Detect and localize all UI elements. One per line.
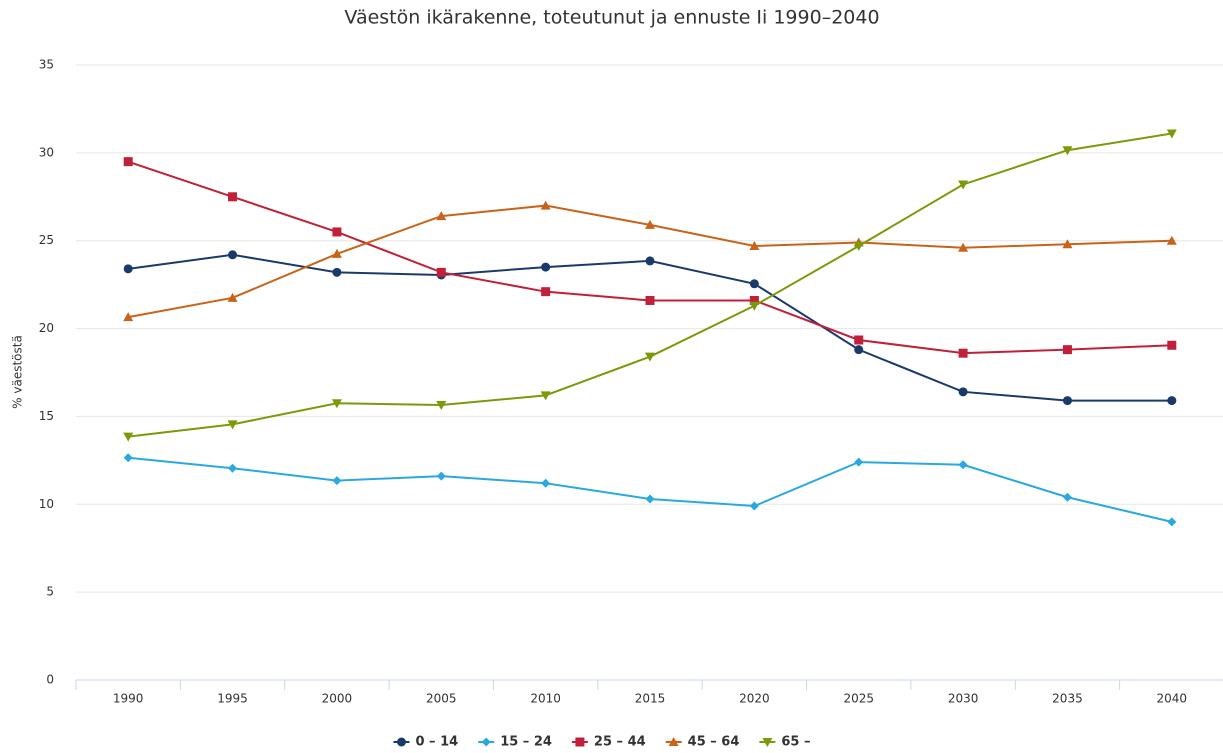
x-tick-label: 2020 xyxy=(739,692,770,706)
point xyxy=(1167,517,1177,527)
legend: 0 – 14 15 – 24 25 – 44 45 – 64 65 – xyxy=(393,735,811,750)
point xyxy=(1062,396,1072,406)
point xyxy=(123,157,133,167)
point xyxy=(1166,235,1177,245)
x-tick-label: 2025 xyxy=(843,692,874,706)
legend-marker xyxy=(668,737,679,746)
point xyxy=(958,242,969,252)
point xyxy=(854,335,864,345)
x-tick-label: 1995 xyxy=(217,692,248,706)
y-tick-label: 25 xyxy=(39,233,54,247)
point xyxy=(1062,146,1073,156)
point xyxy=(749,295,759,305)
x-tick-label: 1990 xyxy=(113,692,144,706)
point xyxy=(332,476,342,486)
legend-label: 45 – 64 xyxy=(688,735,740,750)
x-tick-label: 2015 xyxy=(635,692,666,706)
series-line xyxy=(128,132,1172,438)
x-tick-label: 2035 xyxy=(1052,692,1083,706)
point xyxy=(1167,396,1177,406)
point xyxy=(645,219,655,229)
point xyxy=(541,478,551,488)
point xyxy=(436,211,447,221)
y-tick-label: 15 xyxy=(39,409,54,423)
point xyxy=(1167,340,1177,350)
point xyxy=(853,241,864,251)
y-tick-label: 35 xyxy=(39,58,54,72)
point xyxy=(123,453,133,463)
point xyxy=(854,345,864,355)
legend-symbol xyxy=(393,737,410,747)
y-tick-label: 20 xyxy=(39,321,54,335)
point xyxy=(332,267,342,277)
point xyxy=(645,295,655,305)
y-axis-label: % väestöstä xyxy=(11,335,25,409)
point xyxy=(228,192,238,202)
point xyxy=(854,457,864,467)
point xyxy=(645,256,655,266)
legend-label: 15 – 24 xyxy=(500,735,552,750)
x-tick-label: 2005 xyxy=(426,692,457,706)
point xyxy=(958,348,968,358)
legend-symbol xyxy=(759,738,776,747)
series-line xyxy=(128,456,1173,523)
y-tick-label: 10 xyxy=(39,497,54,511)
point xyxy=(123,432,134,442)
point xyxy=(436,471,446,481)
legend-symbol xyxy=(478,737,495,747)
point xyxy=(331,248,342,258)
x-tick-label: 2000 xyxy=(322,692,353,706)
point xyxy=(1062,345,1072,355)
point xyxy=(749,501,759,511)
point xyxy=(123,312,134,322)
legend-symbol xyxy=(571,737,588,747)
x-tick-label: 2030 xyxy=(948,692,979,706)
point xyxy=(645,352,655,362)
point xyxy=(436,267,446,277)
point xyxy=(1166,129,1177,139)
point xyxy=(228,250,238,260)
legend-label: 25 – 44 xyxy=(594,735,646,750)
y-tick-label: 30 xyxy=(39,145,54,159)
point xyxy=(540,391,551,401)
point xyxy=(749,301,760,311)
y-tick-label: 5 xyxy=(46,585,54,599)
point xyxy=(1062,239,1073,249)
point xyxy=(540,200,551,210)
point xyxy=(645,494,655,504)
point xyxy=(541,287,551,297)
point xyxy=(1062,492,1072,502)
x-tick-label: 2010 xyxy=(530,692,561,706)
point xyxy=(227,420,238,430)
legend-symbol xyxy=(665,737,682,746)
point xyxy=(331,399,342,409)
point xyxy=(227,292,238,302)
legend-marker xyxy=(762,738,773,747)
legend-label: 0 – 14 xyxy=(415,735,458,750)
point xyxy=(749,240,760,250)
point xyxy=(958,387,968,397)
point xyxy=(958,180,969,190)
point xyxy=(436,401,447,411)
point xyxy=(541,262,551,272)
point xyxy=(749,279,759,289)
chart-title: Väestön ikärakenne, toteutunut ja ennust… xyxy=(344,7,879,29)
y-tick-label: 0 xyxy=(46,673,54,687)
legend-marker xyxy=(481,737,491,747)
point xyxy=(332,227,342,237)
point xyxy=(958,460,968,470)
legend-marker xyxy=(396,737,406,747)
legend-marker xyxy=(575,737,585,747)
point xyxy=(123,264,133,274)
x-tick-label: 2040 xyxy=(1157,692,1188,706)
point xyxy=(228,463,238,473)
legend-label: 65 – xyxy=(781,735,810,750)
